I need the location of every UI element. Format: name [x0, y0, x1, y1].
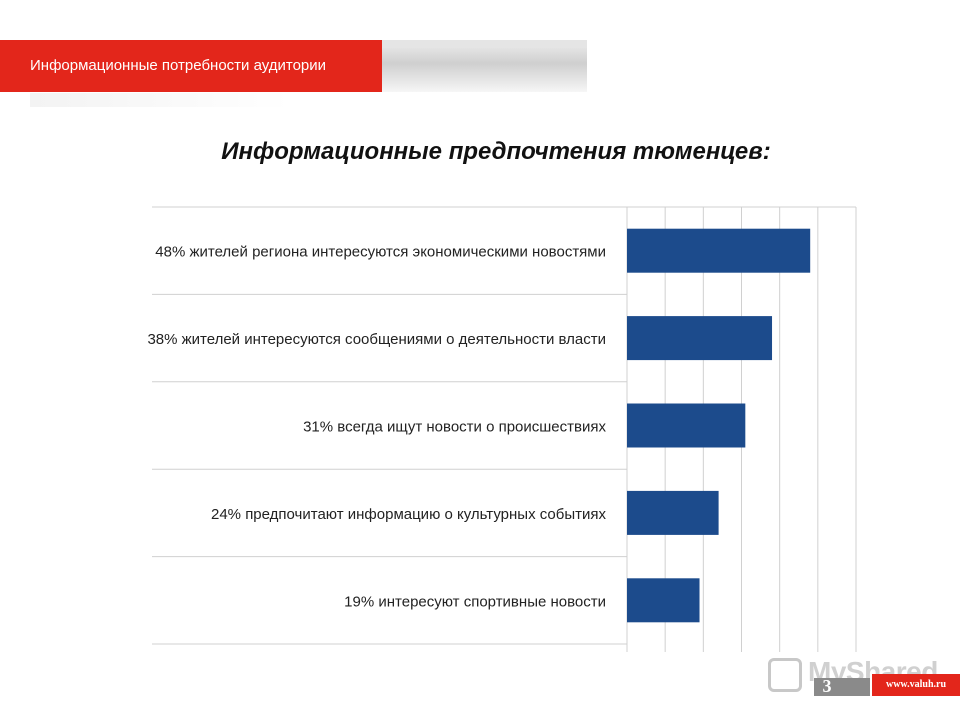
header-bar: Информационные потребности аудитории — [0, 40, 382, 92]
chart-grid — [152, 206, 857, 652]
bar-5 — [627, 578, 700, 623]
chart-category-labels: 48% жителей региона интересуются экономи… — [147, 244, 606, 611]
page-number-box: 3 — [814, 676, 870, 696]
header-reflection — [30, 93, 290, 107]
page-number: 3 — [822, 676, 832, 696]
header-gradient-cap — [382, 40, 587, 48]
watermark-cart-icon — [768, 658, 802, 692]
category-label-4: 24% предпочитают информацию о культурных… — [211, 506, 606, 523]
slide-title: Информационные предпочтения тюменцев: — [221, 138, 771, 165]
category-label-2: 38% жителей интересуются сообщениями о д… — [147, 331, 606, 348]
bar-2 — [627, 316, 773, 361]
category-label-5: 19% интересуют спортивные новости — [344, 593, 606, 610]
category-label-1: 48% жителей региона интересуются экономи… — [155, 244, 606, 261]
bar-1 — [627, 228, 811, 273]
bar-4 — [627, 490, 719, 535]
header-title: Информационные потребности аудитории — [30, 57, 327, 74]
bar-3 — [627, 403, 746, 448]
site-url: www.valuh.ru — [885, 679, 946, 690]
chart-bars — [627, 228, 811, 623]
header-gradient-band — [382, 40, 587, 92]
category-label-3: 31% всегда ищут новости о происшествиях — [303, 419, 606, 436]
site-badge: www.valuh.ru — [872, 674, 960, 696]
